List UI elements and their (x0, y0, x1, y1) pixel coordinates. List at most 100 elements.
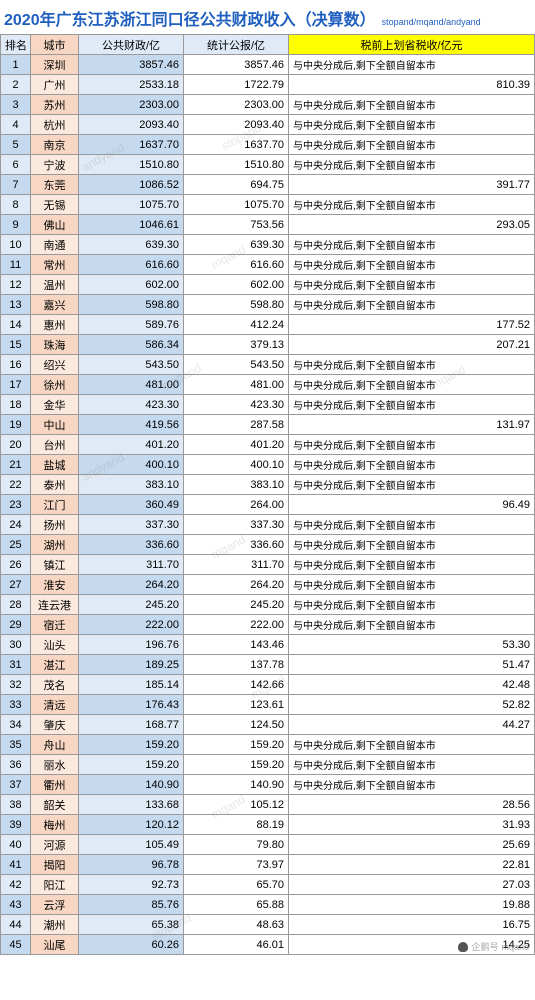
cell-revenue: 120.12 (79, 815, 184, 835)
cell-rank: 44 (1, 915, 31, 935)
cell-rank: 29 (1, 615, 31, 635)
cell-city: 南通 (31, 235, 79, 255)
table-row: 41揭阳96.7873.9722.81 (1, 855, 535, 875)
table-container: 2020年广东江苏浙江同口径公共财政收入（决算数） stopand/mqand/… (0, 0, 535, 955)
cell-tax: 与中央分成后,剩下全额自留本市 (289, 195, 535, 215)
cell-tax: 与中央分成后,剩下全额自留本市 (289, 395, 535, 415)
cell-tax: 与中央分成后,剩下全额自留本市 (289, 615, 535, 635)
table-row: 4杭州2093.402093.40与中央分成后,剩下全额自留本市 (1, 115, 535, 135)
cell-city: 河源 (31, 835, 79, 855)
cell-stat: 602.00 (184, 275, 289, 295)
cell-revenue: 245.20 (79, 595, 184, 615)
cell-tax: 与中央分成后,剩下全额自留本市 (289, 135, 535, 155)
cell-stat: 245.20 (184, 595, 289, 615)
col-stat: 统计公报/亿 (184, 35, 289, 55)
cell-revenue: 616.60 (79, 255, 184, 275)
cell-rank: 11 (1, 255, 31, 275)
cell-tax: 与中央分成后,剩下全额自留本市 (289, 735, 535, 755)
table-row: 19中山419.56287.58131.97 (1, 415, 535, 435)
cell-rank: 17 (1, 375, 31, 395)
cell-stat: 79.80 (184, 835, 289, 855)
table-row: 31湛江189.25137.7851.47 (1, 655, 535, 675)
table-row: 39梅州120.1288.1931.93 (1, 815, 535, 835)
cell-revenue: 60.26 (79, 935, 184, 955)
cell-city: 中山 (31, 415, 79, 435)
cell-revenue: 189.25 (79, 655, 184, 675)
cell-city: 温州 (31, 275, 79, 295)
table-row: 13嘉兴598.80598.80与中央分成后,剩下全额自留本市 (1, 295, 535, 315)
table-row: 10南通639.30639.30与中央分成后,剩下全额自留本市 (1, 235, 535, 255)
cell-tax: 与中央分成后,剩下全额自留本市 (289, 375, 535, 395)
cell-city: 湛江 (31, 655, 79, 675)
table-row: 1深圳3857.463857.46与中央分成后,剩下全额自留本市 (1, 55, 535, 75)
cell-city: 金华 (31, 395, 79, 415)
cell-city: 惠州 (31, 315, 79, 335)
cell-stat: 140.90 (184, 775, 289, 795)
cell-stat: 481.00 (184, 375, 289, 395)
cell-rank: 35 (1, 735, 31, 755)
cell-stat: 753.56 (184, 215, 289, 235)
cell-revenue: 311.70 (79, 555, 184, 575)
cell-revenue: 543.50 (79, 355, 184, 375)
cell-revenue: 337.30 (79, 515, 184, 535)
cell-rank: 41 (1, 855, 31, 875)
cell-revenue: 586.34 (79, 335, 184, 355)
cell-stat: 137.78 (184, 655, 289, 675)
cell-rank: 34 (1, 715, 31, 735)
cell-revenue: 264.20 (79, 575, 184, 595)
cell-revenue: 2533.18 (79, 75, 184, 95)
table-row: 12温州602.00602.00与中央分成后,剩下全额自留本市 (1, 275, 535, 295)
cell-stat: 1510.80 (184, 155, 289, 175)
table-row: 22泰州383.10383.10与中央分成后,剩下全额自留本市 (1, 475, 535, 495)
cell-city: 泰州 (31, 475, 79, 495)
cell-city: 汕头 (31, 635, 79, 655)
cell-stat: 379.13 (184, 335, 289, 355)
cell-revenue: 401.20 (79, 435, 184, 455)
cell-revenue: 2093.40 (79, 115, 184, 135)
cell-city: 徐州 (31, 375, 79, 395)
cell-revenue: 589.76 (79, 315, 184, 335)
cell-revenue: 3857.46 (79, 55, 184, 75)
cell-city: 广州 (31, 75, 79, 95)
cell-stat: 616.60 (184, 255, 289, 275)
cell-tax: 与中央分成后,剩下全额自留本市 (289, 435, 535, 455)
cell-tax: 与中央分成后,剩下全额自留本市 (289, 115, 535, 135)
cell-city: 常州 (31, 255, 79, 275)
cell-city: 嘉兴 (31, 295, 79, 315)
cell-rank: 39 (1, 815, 31, 835)
cell-rank: 36 (1, 755, 31, 775)
cell-tax: 与中央分成后,剩下全额自留本市 (289, 595, 535, 615)
cell-revenue: 168.77 (79, 715, 184, 735)
cell-stat: 73.97 (184, 855, 289, 875)
cell-city: 南京 (31, 135, 79, 155)
cell-tax: 31.93 (289, 815, 535, 835)
cell-stat: 412.24 (184, 315, 289, 335)
cell-revenue: 1075.70 (79, 195, 184, 215)
cell-stat: 694.75 (184, 175, 289, 195)
cell-rank: 32 (1, 675, 31, 695)
page-title: 2020年广东江苏浙江同口径公共财政收入（决算数） (4, 6, 376, 30)
cell-revenue: 639.30 (79, 235, 184, 255)
cell-revenue: 92.73 (79, 875, 184, 895)
table-row: 24扬州337.30337.30与中央分成后,剩下全额自留本市 (1, 515, 535, 535)
cell-stat: 2303.00 (184, 95, 289, 115)
table-row: 44潮州65.3848.6316.75 (1, 915, 535, 935)
cell-rank: 45 (1, 935, 31, 955)
cell-revenue: 65.38 (79, 915, 184, 935)
cell-revenue: 360.49 (79, 495, 184, 515)
cell-city: 绍兴 (31, 355, 79, 375)
cell-rank: 15 (1, 335, 31, 355)
cell-revenue: 1046.61 (79, 215, 184, 235)
cell-tax: 与中央分成后,剩下全额自留本市 (289, 275, 535, 295)
cell-city: 深圳 (31, 55, 79, 75)
cell-rank: 25 (1, 535, 31, 555)
cell-stat: 264.00 (184, 495, 289, 515)
cell-revenue: 96.78 (79, 855, 184, 875)
cell-stat: 639.30 (184, 235, 289, 255)
cell-rank: 13 (1, 295, 31, 315)
cell-city: 云浮 (31, 895, 79, 915)
cell-rank: 4 (1, 115, 31, 135)
cell-tax: 53.30 (289, 635, 535, 655)
table-row: 34肇庆168.77124.5044.27 (1, 715, 535, 735)
cell-stat: 1075.70 (184, 195, 289, 215)
